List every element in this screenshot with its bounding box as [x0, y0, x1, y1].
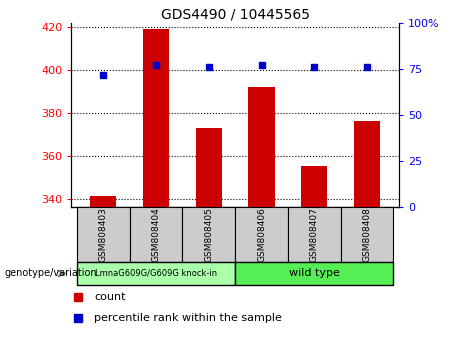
Title: GDS4490 / 10445565: GDS4490 / 10445565	[160, 8, 310, 22]
Bar	[235, 207, 288, 262]
Bar	[143, 29, 169, 207]
Text: genotype/variation: genotype/variation	[5, 268, 97, 279]
Bar	[130, 207, 182, 262]
Text: GSM808403: GSM808403	[99, 207, 107, 262]
Point	[152, 63, 160, 68]
Point	[363, 64, 371, 70]
Text: GSM808408: GSM808408	[363, 207, 372, 262]
Bar	[248, 87, 275, 207]
Text: percentile rank within the sample: percentile rank within the sample	[95, 313, 282, 323]
Point	[258, 63, 265, 68]
Bar	[341, 207, 394, 262]
Bar	[182, 207, 235, 262]
Bar	[301, 166, 327, 207]
Text: GSM808404: GSM808404	[151, 207, 160, 262]
Bar	[288, 207, 341, 262]
Text: count: count	[95, 292, 126, 302]
Bar	[235, 262, 394, 285]
Text: GSM808405: GSM808405	[204, 207, 213, 262]
Point	[100, 72, 107, 78]
Bar	[77, 262, 235, 285]
Bar	[90, 196, 116, 207]
Text: GSM808407: GSM808407	[310, 207, 319, 262]
Bar	[77, 207, 130, 262]
Bar	[354, 121, 380, 207]
Text: LmnaG609G/G609G knock-in: LmnaG609G/G609G knock-in	[95, 269, 217, 278]
Bar	[195, 128, 222, 207]
Point	[311, 64, 318, 70]
Text: GSM808406: GSM808406	[257, 207, 266, 262]
Text: wild type: wild type	[289, 268, 340, 279]
Point	[205, 64, 213, 70]
